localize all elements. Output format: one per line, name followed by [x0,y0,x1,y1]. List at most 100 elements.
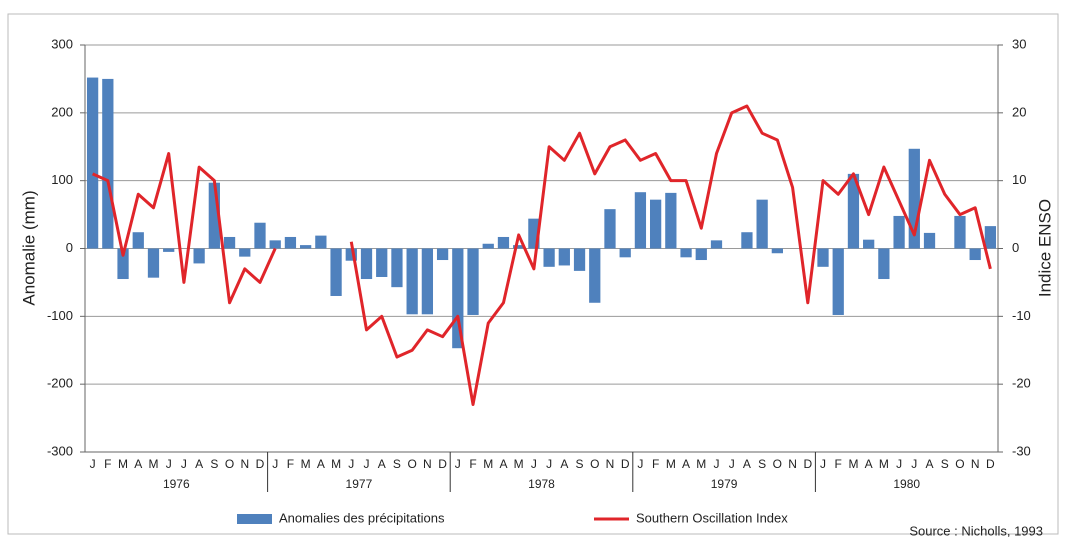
year-label: 1978 [528,477,555,491]
x-tick-label: J [90,457,96,471]
bar [878,248,890,280]
x-tick-label: J [896,457,902,471]
x-tick-label: J [911,457,917,471]
x-tick-label: S [393,457,401,471]
x-tick-label: J [348,457,354,471]
bar [300,245,312,249]
y2-tick-label: -10 [1012,308,1031,323]
x-tick-label: J [729,457,735,471]
bar [269,240,281,249]
bar [391,248,403,288]
bar [923,232,936,249]
x-tick-label: N [971,457,980,471]
x-tick-label: A [378,457,386,471]
x-tick-label: J [531,457,537,471]
x-tick-label: J [166,457,172,471]
bar [223,236,236,249]
bar [102,78,114,249]
y2-axis-label: Indice ENSO [1035,199,1054,297]
x-tick-label: J [455,457,461,471]
legend-label: Anomalies des précipitations [279,510,445,525]
x-tick-label: A [743,457,751,471]
line [91,104,992,407]
legend-swatch [237,514,272,524]
x-tick-label: S [941,457,949,471]
bar [406,248,418,315]
x-tick-label: N [788,457,797,471]
x-tick-label: M [666,457,676,471]
y-tick-label: 300 [51,36,73,51]
bar [847,173,860,249]
y-tick-label: -300 [47,443,73,458]
y2-tick-label: 0 [1012,240,1019,255]
bar [756,199,768,249]
x-tick-label: A [682,457,690,471]
x-tick-label: O [590,457,599,471]
x-tick-label: M [696,457,706,471]
x-tick-label: A [926,457,934,471]
x-tick-label: O [225,457,234,471]
bar [482,243,494,249]
bar [467,248,479,315]
bar [132,232,144,249]
bar [330,248,342,296]
x-tick-label: O [407,457,416,471]
y2-tick-label: 20 [1012,104,1026,119]
bar [543,248,555,267]
y2-tick-label: -20 [1012,376,1031,391]
x-tick-label: F [835,457,842,471]
x-tick-label: A [134,457,142,471]
y-tick-label: -100 [47,308,73,323]
bar [360,248,373,280]
bar [680,248,692,258]
bar [117,248,129,280]
x-tick-label: J [820,457,826,471]
x-tick-label: S [758,457,766,471]
x-tick-label: M [483,457,493,471]
x-tick-label: J [637,457,643,471]
bar [208,182,220,249]
x-tick-label: A [317,457,325,471]
source: Source : Nicholls, 1993 [909,523,1043,537]
x-tick-label: D [986,457,995,471]
x-tick-label: N [606,457,615,471]
x-tick-label: F [469,457,476,471]
y2-tick-label: 10 [1012,172,1026,187]
x-tick-label: F [104,457,111,471]
bar [954,215,966,249]
bar [528,218,540,249]
x-tick-label: J [181,457,187,471]
bar [193,248,205,264]
x-tick-label: M [879,457,889,471]
x-tick-label: A [195,457,203,471]
x-tick-label: S [576,457,584,471]
bar [573,248,586,271]
x-tick-label: M [331,457,341,471]
bar [497,236,510,249]
x-tick-label: J [546,457,552,471]
x-tick-label: F [287,457,294,471]
y-tick-label: -200 [47,376,73,391]
bar [984,226,997,249]
x-tick-label: M [118,457,128,471]
x-tick-label: A [865,457,873,471]
bar [589,248,601,303]
bar [710,240,723,249]
x-tick-label: A [560,457,568,471]
x-tick-label: O [955,457,964,471]
y-axis-label: Anomalie (mm) [19,190,38,305]
x-tick-label: S [210,457,218,471]
x-tick-label: J [713,457,719,471]
y2-tick-label: 30 [1012,36,1026,51]
bar [452,248,464,349]
bar [969,248,981,261]
x-tick-label: D [621,457,630,471]
bar [147,248,160,278]
bar [284,236,297,249]
bar [254,222,266,249]
bar [741,232,753,249]
year-label: 1977 [346,477,373,491]
frame [7,13,1059,535]
x-tick-label: M [514,457,524,471]
